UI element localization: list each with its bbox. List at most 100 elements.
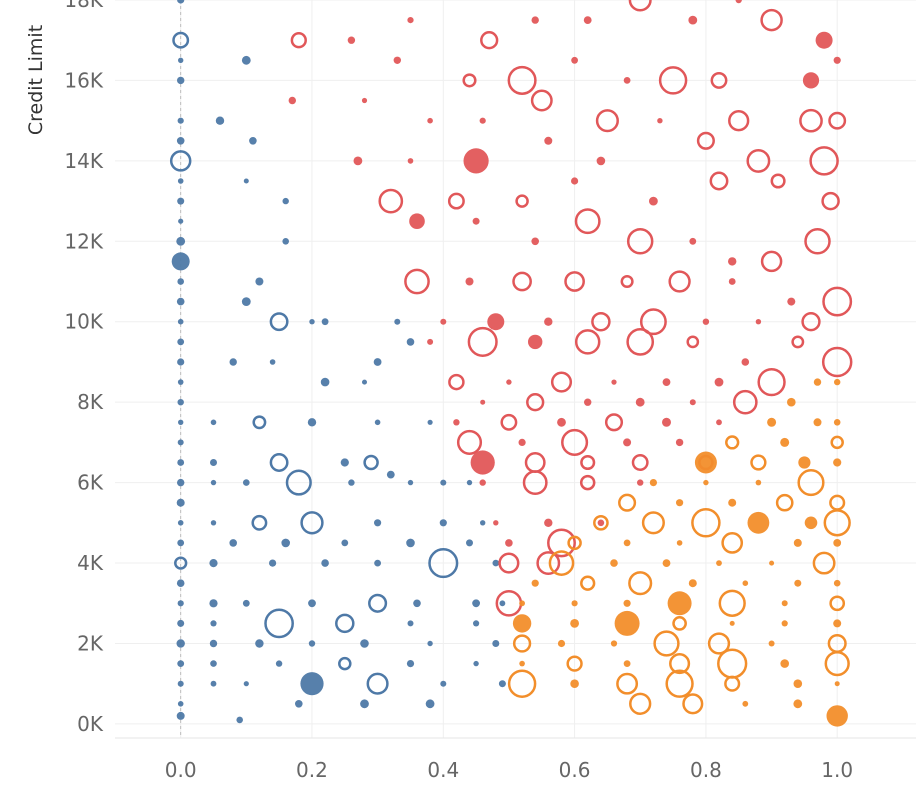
data-point xyxy=(822,286,853,317)
data-point xyxy=(177,278,184,285)
data-point xyxy=(255,639,264,648)
data-point xyxy=(290,32,307,49)
y-tick-label: 6K xyxy=(77,471,104,495)
data-point xyxy=(787,297,796,306)
data-point xyxy=(821,346,853,378)
data-point xyxy=(519,660,525,667)
data-point xyxy=(794,579,802,587)
data-point xyxy=(243,681,249,687)
data-point xyxy=(550,371,573,393)
data-point xyxy=(406,338,415,346)
data-point xyxy=(595,109,619,133)
data-point xyxy=(176,498,185,507)
data-point xyxy=(479,117,486,124)
data-point xyxy=(269,559,277,567)
data-point xyxy=(564,271,585,292)
data-point xyxy=(407,158,414,164)
data-point xyxy=(500,413,518,431)
data-point xyxy=(833,619,842,628)
data-point xyxy=(665,669,694,698)
data-point xyxy=(686,335,700,349)
data-point xyxy=(264,608,294,639)
data-point xyxy=(531,16,539,24)
data-point xyxy=(275,660,283,667)
data-point xyxy=(614,610,640,636)
data-point xyxy=(361,97,368,104)
data-point xyxy=(797,469,825,497)
data-point xyxy=(787,397,796,407)
data-point xyxy=(466,539,473,547)
data-point xyxy=(623,438,632,447)
data-point xyxy=(498,552,520,574)
data-point xyxy=(209,559,218,568)
data-point xyxy=(373,358,382,366)
data-point xyxy=(728,498,737,507)
data-point xyxy=(531,579,539,587)
data-point xyxy=(177,680,184,687)
data-point xyxy=(696,131,715,150)
data-point xyxy=(360,699,369,709)
data-point xyxy=(177,117,184,124)
data-point xyxy=(473,620,480,627)
data-point xyxy=(770,173,786,189)
y-tick-label: 12K xyxy=(64,229,103,253)
data-point xyxy=(802,72,820,89)
data-point xyxy=(530,89,553,112)
data-point xyxy=(610,640,618,647)
data-point xyxy=(177,459,185,466)
data-point xyxy=(570,679,579,688)
data-point xyxy=(567,535,582,551)
data-point xyxy=(524,452,546,473)
data-point xyxy=(658,66,688,95)
data-point xyxy=(338,656,352,671)
data-point xyxy=(694,451,717,474)
data-point xyxy=(649,196,658,206)
data-point xyxy=(755,479,762,486)
data-point xyxy=(406,660,415,668)
data-point xyxy=(428,548,459,579)
data-point xyxy=(307,418,317,427)
data-point xyxy=(394,318,401,325)
data-point xyxy=(626,328,655,356)
data-point xyxy=(747,511,770,534)
data-point xyxy=(833,56,841,64)
data-point xyxy=(682,693,704,715)
data-point xyxy=(210,479,217,486)
data-point xyxy=(176,579,185,587)
data-point xyxy=(824,650,850,677)
data-point xyxy=(374,419,381,426)
data-point xyxy=(440,680,447,687)
data-point xyxy=(536,551,561,576)
data-point xyxy=(580,454,596,471)
data-point xyxy=(519,600,525,607)
data-point xyxy=(176,236,186,246)
data-point xyxy=(177,338,185,346)
data-point xyxy=(308,640,316,647)
data-point xyxy=(172,31,190,49)
data-point xyxy=(427,117,433,124)
data-point xyxy=(176,639,185,648)
data-point xyxy=(834,681,840,687)
data-point xyxy=(591,311,611,332)
data-point xyxy=(281,538,291,548)
data-point xyxy=(755,319,762,325)
data-point xyxy=(828,111,847,130)
data-point xyxy=(243,479,250,486)
data-point xyxy=(176,137,185,145)
data-point xyxy=(669,653,691,675)
data-point xyxy=(716,560,722,566)
data-point xyxy=(571,600,578,607)
data-point xyxy=(409,213,425,229)
y-tick-label: 18K xyxy=(64,0,103,12)
data-marks xyxy=(169,0,853,727)
data-point xyxy=(623,77,631,84)
x-tick-label: 0.6 xyxy=(559,758,591,782)
data-point xyxy=(177,318,184,325)
data-point xyxy=(242,599,250,607)
data-point xyxy=(623,660,631,667)
data-point xyxy=(288,96,296,105)
data-point xyxy=(282,238,290,245)
data-point xyxy=(498,680,506,688)
data-point xyxy=(728,257,737,266)
data-point xyxy=(413,599,421,608)
